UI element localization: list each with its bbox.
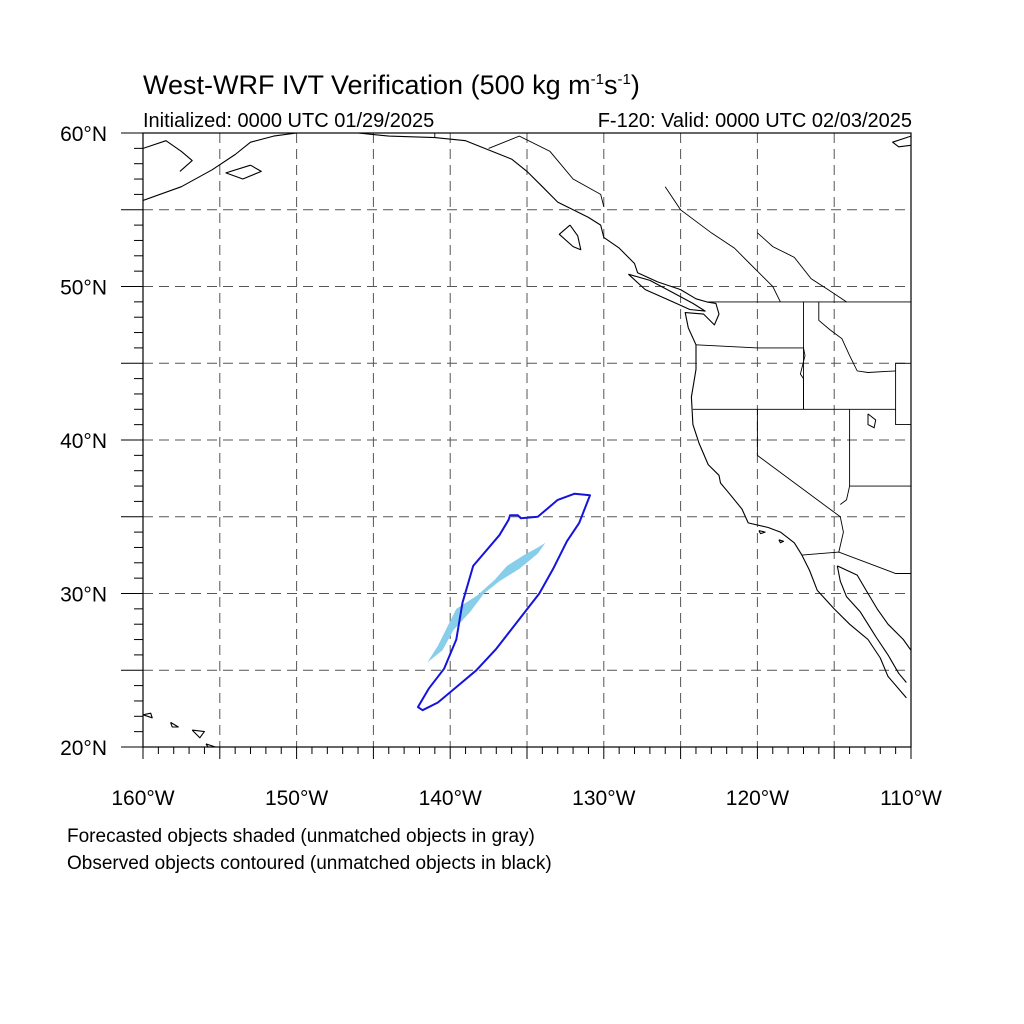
lon-tick-label: 120°W: [726, 787, 789, 810]
lon-tick-label: 140°W: [419, 787, 482, 810]
forecast-legend-note: Forecasted objects shaded (unmatched obj…: [67, 826, 535, 847]
political-border: [756, 409, 844, 553]
lon-tick-label: 110°W: [880, 787, 942, 810]
political-border: [488, 135, 605, 207]
plot-area: [143, 133, 911, 747]
lat-tick-label: 30°N: [60, 584, 107, 607]
political-border: [895, 363, 911, 426]
lon-tick-label: 130°W: [572, 787, 635, 810]
lon-tick-label: 150°W: [265, 787, 328, 810]
coastline: [628, 273, 706, 312]
coastline: [205, 743, 218, 747]
political-border: [818, 301, 896, 373]
coastline: [143, 712, 153, 719]
coastline: [170, 721, 179, 728]
tick-marks: [121, 132, 912, 759]
coastline: [143, 140, 193, 172]
observed-object-contour: [416, 492, 591, 712]
coastline: [778, 539, 785, 544]
observed-legend-note: Observed objects contoured (unmatched ob…: [67, 853, 552, 874]
coastline: [892, 135, 911, 148]
political-border: [664, 186, 781, 303]
lat-tick-label: 40°N: [60, 430, 107, 453]
init-time-label: Initialized: 0000 UTC 01/29/2025: [143, 110, 435, 132]
coastline: [357, 133, 907, 699]
coastline: [836, 565, 907, 683]
political-border: [801, 551, 911, 574]
coastline: [191, 729, 205, 739]
lon-tick-label: 160°W: [111, 787, 174, 810]
coastline: [225, 164, 262, 180]
valid-time-label: F-120: Valid: 0000 UTC 02/03/2025: [597, 110, 912, 132]
forecast-object: [427, 542, 546, 663]
coastline: [558, 224, 582, 251]
political-border: [757, 232, 847, 303]
lat-tick-label: 50°N: [60, 277, 107, 300]
lat-tick-label: 20°N: [60, 737, 107, 760]
coastline: [143, 133, 297, 202]
coastline: [837, 565, 911, 651]
page-title: West-WRF IVT Verification (500 kg m-1s-1…: [143, 70, 640, 100]
lake-outline: [867, 413, 877, 429]
coastline: [758, 530, 766, 535]
lat-tick-label: 60°N: [60, 123, 107, 146]
political-border: [840, 409, 851, 505]
political-border: [695, 344, 806, 410]
